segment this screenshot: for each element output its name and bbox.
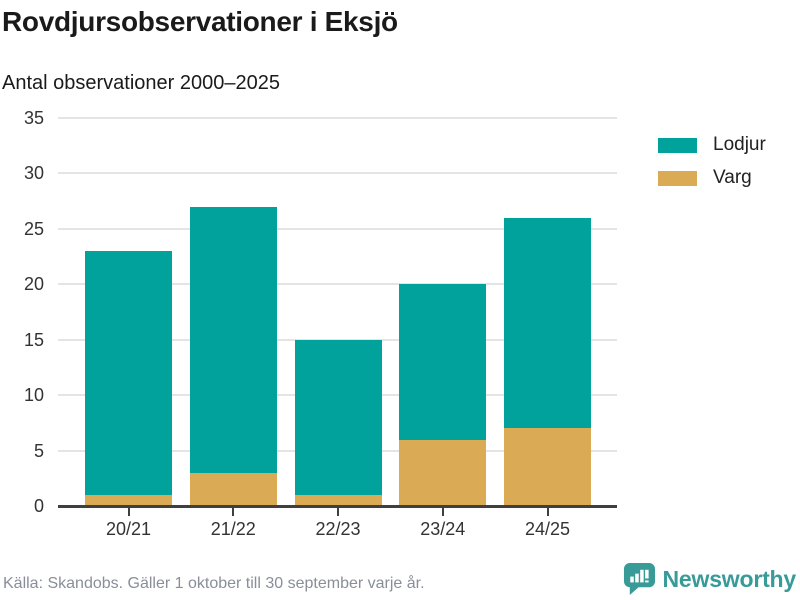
x-tick-slot [295, 507, 382, 516]
y-tick-label-35: 35 [23, 108, 44, 128]
x-tick-mark [127, 507, 130, 516]
bar-segment-lodjur [189, 206, 277, 473]
y-tick-label-30: 30 [23, 163, 44, 184]
source-note: Källa: Skandobs. Gäller 1 oktober till 3… [3, 575, 425, 592]
x-tick-mark [232, 507, 235, 516]
bar-23-24 [399, 284, 487, 506]
legend-item-varg: Varg [658, 167, 766, 189]
gridline-20 [58, 283, 617, 286]
x-tick-label-24-25: 24/25 [524, 519, 571, 539]
x-tick-label-22-23: 22/23 [315, 519, 361, 539]
bar-segment-lodjur [504, 217, 591, 429]
bar-segment-lodjur [85, 251, 172, 495]
bar-segment-varg [399, 439, 487, 506]
bar-segment-lodjur [294, 339, 382, 495]
x-tick-label-20-21: 20/21 [105, 519, 152, 539]
bar-21-22 [189, 206, 277, 506]
x-axis-labels: 20/21 21/22 22/23 23/24 24/25 [85, 519, 591, 540]
y-tick-label-15: 15 [23, 329, 44, 350]
bar-segment-varg [294, 494, 382, 506]
y-tick-label-20: 20 [23, 274, 44, 295]
bar-20-21 [85, 251, 172, 506]
newsworthy-logo-icon [623, 562, 655, 596]
x-tick-label-21-22: 21/22 [210, 519, 256, 539]
x-tick-slot [399, 507, 486, 516]
gridline-15 [58, 338, 617, 341]
y-tick-label-0: 0 [33, 496, 44, 516]
x-axis-ticks [85, 507, 591, 516]
y-axis-labels: 0 5 10 15 20 25 30 35 [0, 108, 44, 516]
y-tick-label-25: 25 [23, 218, 44, 239]
legend-swatch-lodjur [658, 137, 697, 153]
x-axis-line [58, 505, 617, 508]
x-tick-label-23-24: 23/24 [420, 519, 466, 539]
x-tick-mark [546, 507, 549, 516]
newsworthy-logo: Newsworthy [623, 562, 796, 596]
x-tick-mark [441, 507, 444, 516]
chart-subtitle: Antal observationer 2000–2025 [2, 72, 280, 94]
legend-item-lodjur: Lodjur [658, 134, 766, 156]
bars-row [85, 118, 591, 506]
bar-segment-lodjur [399, 284, 487, 440]
bar-segment-varg [504, 428, 591, 506]
gridline-25 [58, 227, 617, 230]
legend-label: Lodjur [713, 134, 766, 155]
y-tick-label-5: 5 [33, 440, 44, 461]
newsworthy-wordmark: Newsworthy [662, 565, 797, 592]
bar-22-23 [294, 339, 382, 506]
bar-24-25 [504, 217, 591, 506]
gridline-30 [58, 172, 617, 175]
bar-segment-varg [85, 494, 172, 506]
x-tick-slot [85, 507, 172, 516]
plot-area [58, 117, 617, 508]
y-tick-label-10: 10 [23, 385, 44, 406]
legend: Lodjur Varg [658, 134, 766, 200]
bar-segment-varg [189, 472, 277, 506]
x-tick-slot [504, 507, 591, 516]
legend-swatch-varg [658, 170, 697, 186]
legend-label: Varg [713, 167, 752, 188]
page-title: Rovdjursobservationer i Eksjö [2, 6, 398, 37]
gridline-35 [58, 117, 617, 119]
x-tick-mark [337, 507, 339, 516]
x-tick-slot [190, 507, 277, 516]
